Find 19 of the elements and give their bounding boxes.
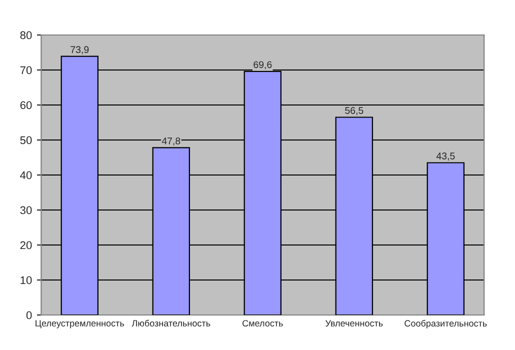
x-tick-label: Любознательность — [132, 320, 210, 326]
y-tick-label: 20 — [20, 241, 32, 250]
x-tick-label: Смелость — [242, 320, 283, 326]
x-tick-label: Целеустремленность — [36, 320, 124, 328]
data-label: 47,8 — [162, 138, 180, 146]
y-tick-label: 10 — [20, 276, 32, 284]
data-label: 69,6 — [254, 61, 272, 70]
data-label: 73,9 — [70, 46, 89, 54]
y-tick-label: 30 — [20, 206, 32, 214]
x-tick-label: Увлеченность — [325, 320, 383, 326]
data-label: 56,5 — [345, 107, 364, 116]
y-tick-label: 50 — [20, 136, 32, 144]
x-tick-label: Сообразительность — [404, 320, 487, 328]
y-tick-label: 0 — [26, 311, 32, 320]
data-label: 43,5 — [436, 152, 455, 161]
y-tick-label: 60 — [20, 101, 32, 110]
y-tick-label: 70 — [20, 66, 32, 74]
y-tick-label: 80 — [20, 31, 32, 40]
y-tick-label: 40 — [20, 171, 32, 180]
